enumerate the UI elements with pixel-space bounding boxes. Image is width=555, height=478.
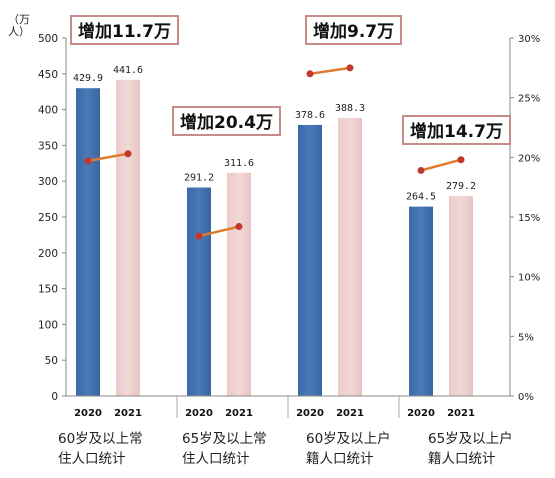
bar-2021-group-4 — [449, 196, 473, 396]
y2-tick-label: 25% — [518, 94, 540, 105]
y2-tick-label: 20% — [518, 153, 540, 164]
y2-tick-label: 10% — [518, 273, 540, 284]
y-tick-label: 400 — [38, 105, 58, 117]
x-year-label: 2020 — [296, 408, 324, 419]
bar-2020-group-4 — [409, 206, 433, 396]
category-label-4: 65岁及以上户 籍人口统计 — [428, 431, 513, 467]
y2-tick-label: 5% — [518, 332, 534, 343]
y-tick-label: 350 — [38, 140, 58, 152]
x-year-label: 2021 — [336, 408, 364, 419]
data-label: 388.3 — [335, 103, 365, 114]
ratio-line-group-4 — [420, 158, 462, 172]
data-label: 279.2 — [446, 181, 476, 192]
bar-2020-group-2 — [187, 187, 211, 396]
y2-tick-label: 15% — [518, 213, 540, 224]
ratio-line-group-1 — [87, 152, 129, 163]
data-label: 441.6 — [113, 65, 143, 76]
ratio-point — [84, 157, 92, 165]
ratio-line-group-3 — [309, 66, 351, 76]
data-label: 311.6 — [224, 158, 254, 169]
bar-2021-group-3 — [338, 117, 362, 396]
ratio-point — [457, 156, 465, 164]
x-year-label: 2021 — [225, 408, 253, 419]
bar-2020-group-1 — [76, 88, 100, 397]
ratio-point — [235, 223, 243, 231]
y-tick-label: 250 — [38, 212, 58, 224]
ratio-point — [124, 150, 132, 158]
x-year-label: 2021 — [114, 408, 142, 419]
ratio-point — [417, 166, 425, 174]
y2-tick-label: 30% — [518, 34, 540, 45]
y-tick-label: 200 — [38, 248, 58, 260]
annotation-increase-4: 增加14.7万 — [402, 115, 511, 145]
ratio-point — [195, 232, 203, 240]
data-label: 378.6 — [295, 110, 325, 121]
y-tick-label: 50 — [45, 355, 58, 367]
ratio-point — [306, 70, 314, 78]
y-tick-label: 150 — [38, 284, 58, 296]
y-tick-label: 100 — [38, 319, 58, 331]
annotation-increase-1: 增加11.7万 — [70, 15, 179, 45]
data-label: 264.5 — [406, 192, 436, 203]
category-label-3: 60岁及以上户 籍人口统计 — [306, 431, 391, 467]
bar-2020-group-3 — [298, 124, 322, 397]
x-year-label: 2020 — [185, 408, 213, 419]
y2-tick-label: 0% — [518, 392, 534, 403]
x-year-label: 2020 — [74, 408, 102, 419]
y-tick-label: 0 — [51, 391, 58, 403]
category-label-1: 60岁及以上常 住人口统计 — [58, 431, 143, 467]
y-tick-label: 500 — [38, 33, 58, 45]
annotation-increase-2: 增加20.4万 — [172, 106, 281, 136]
annotation-increase-3: 增加9.7万 — [305, 15, 403, 45]
bar-2021-group-2 — [227, 172, 251, 396]
ratio-point — [346, 64, 354, 72]
data-label: 291.2 — [184, 173, 214, 184]
y-tick-label: 450 — [38, 69, 58, 81]
category-label-2: 65岁及以上常 住人口统计 — [182, 431, 267, 467]
y-tick-label: 300 — [38, 176, 58, 188]
data-label: 429.9 — [73, 73, 103, 84]
ratio-line-group-2 — [198, 225, 240, 238]
y-axis-unit-label: （万人） — [8, 13, 30, 38]
x-year-label: 2020 — [407, 408, 435, 419]
bar-2021-group-1 — [116, 79, 140, 397]
x-year-label: 2021 — [447, 408, 475, 419]
